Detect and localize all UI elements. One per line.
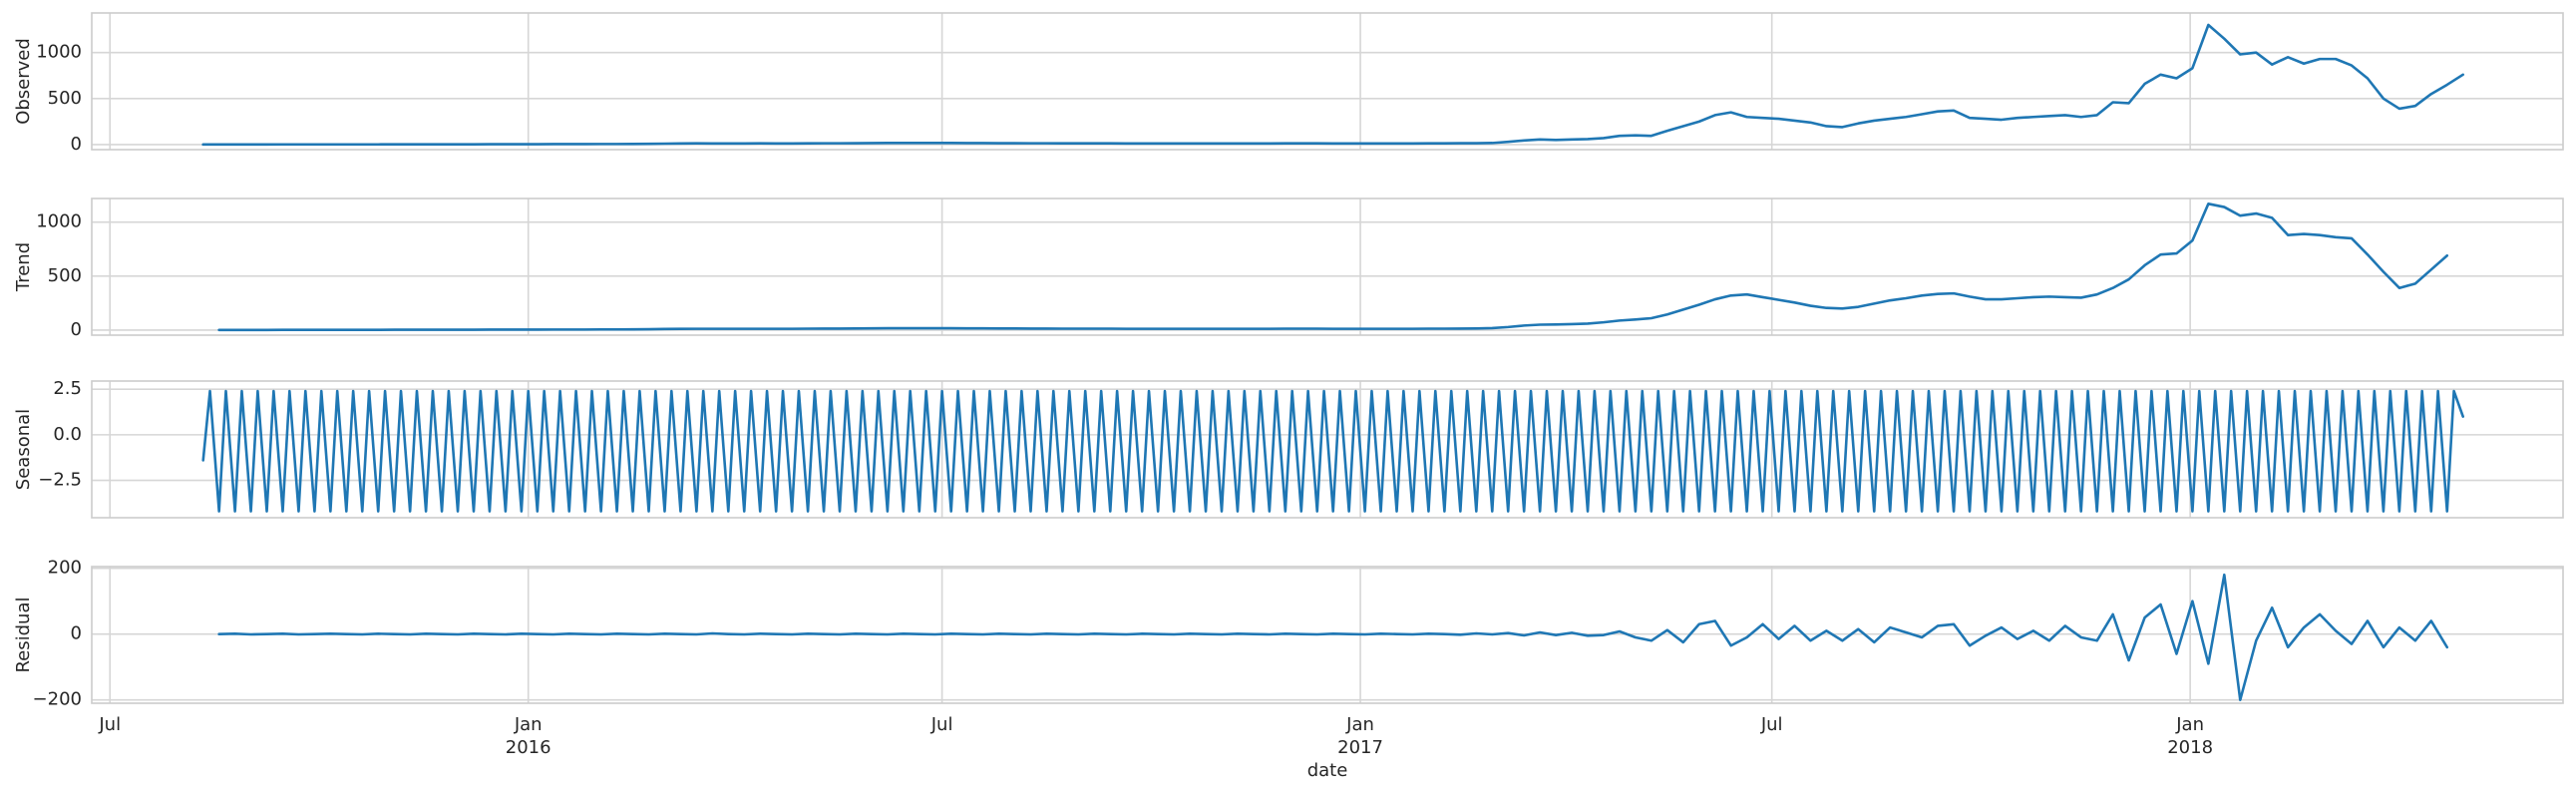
panel-frame — [91, 566, 2564, 704]
y-tick-label: 0 — [71, 134, 82, 155]
y-axis-label: Seasonal — [13, 409, 34, 490]
y-tick-label: 0 — [71, 623, 82, 644]
y-tick-label: 500 — [48, 88, 82, 109]
x-tick-label: Jul — [1760, 714, 1783, 735]
y-tick-label: 200 — [48, 558, 82, 579]
x-tick-label: Jan — [1345, 714, 1374, 735]
y-tick-label: 0 — [71, 319, 82, 340]
panel-background — [92, 13, 2563, 150]
x-tick-label: 2016 — [506, 737, 552, 758]
series-line — [201, 389, 2464, 513]
y-tick-label: 1000 — [36, 42, 82, 63]
y-axis-label: Trend — [13, 242, 34, 292]
series-line — [217, 202, 2449, 332]
x-tick-label: Jan — [514, 714, 543, 735]
x-tick-label: 2017 — [1337, 737, 1383, 758]
panel-frame — [91, 380, 2564, 519]
x-axis-label: date — [1307, 760, 1348, 781]
y-tick-label: 0.0 — [53, 424, 82, 445]
y-tick-label: 500 — [48, 265, 82, 286]
y-tick-label: 2.5 — [53, 378, 82, 399]
y-tick-label: −2.5 — [38, 470, 82, 491]
x-tick-label: 2018 — [2167, 737, 2213, 758]
y-tick-label: 1000 — [36, 211, 82, 232]
y-axis-label: Residual — [13, 597, 34, 672]
series-line — [201, 23, 2464, 147]
x-tick-label: Jul — [98, 714, 121, 735]
y-axis-label: Observed — [13, 38, 34, 125]
x-tick-label: Jan — [2175, 714, 2204, 735]
panel-frame — [91, 198, 2564, 336]
panel-frame — [91, 12, 2564, 151]
panel-background — [92, 199, 2563, 335]
x-tick-label: Jul — [930, 714, 953, 735]
series-line — [217, 573, 2449, 701]
y-tick-label: −200 — [33, 689, 82, 710]
